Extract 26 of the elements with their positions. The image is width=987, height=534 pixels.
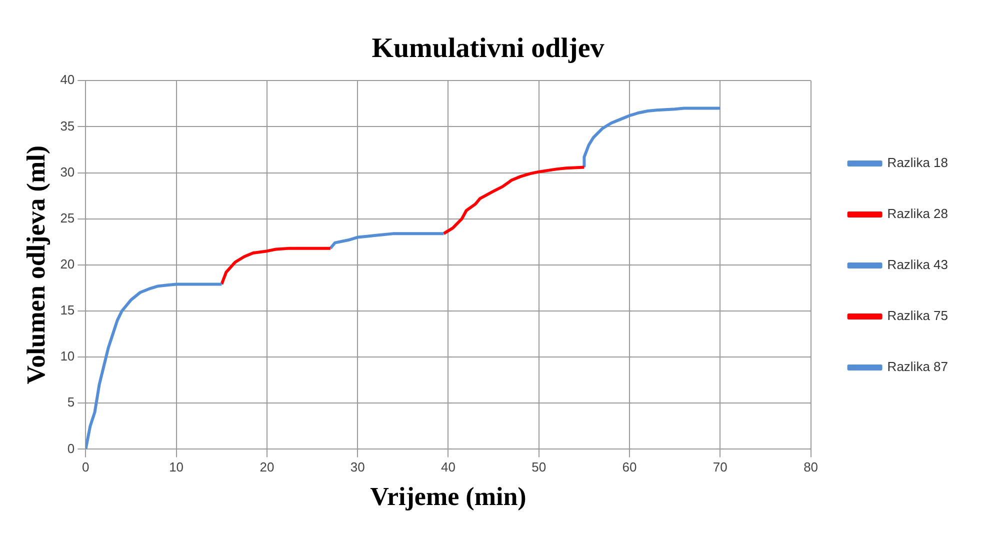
chart-title: Kumulativni odljev [372, 33, 604, 64]
x-tick-label: 0 [82, 460, 90, 475]
y-tick-label: 15 [60, 302, 75, 318]
y-tick-label: 40 [60, 72, 75, 88]
y-tick-label: 20 [60, 256, 75, 272]
legend-label: Razlika 87 [887, 359, 948, 374]
y-tick-label: 35 [60, 118, 75, 134]
x-axis-title: Vrijeme (min) [370, 482, 526, 512]
legend-label: Razlika 28 [887, 206, 948, 222]
x-tick-label: 30 [350, 460, 365, 475]
y-axis-title: Volumen odljeva (ml) [21, 145, 50, 384]
x-tick-label: 20 [260, 460, 274, 475]
x-tick-label: 60 [622, 460, 637, 475]
y-tick-label: 25 [60, 210, 75, 226]
x-tick-label: 10 [169, 460, 184, 475]
y-tick-label: 0 [67, 440, 75, 456]
legend-label: Razlika 18 [887, 155, 948, 170]
legend-label: Razlika 43 [887, 257, 948, 272]
y-tick-label: 30 [60, 164, 75, 180]
legend-label: Razlika 75 [887, 308, 948, 324]
y-tick-label: 10 [60, 348, 75, 364]
x-tick-label: 70 [712, 460, 728, 475]
x-tick-label: 80 [804, 460, 818, 475]
x-tick-label: 40 [440, 460, 456, 475]
x-tick-label: 50 [532, 460, 546, 475]
y-tick-label: 5 [67, 394, 75, 410]
